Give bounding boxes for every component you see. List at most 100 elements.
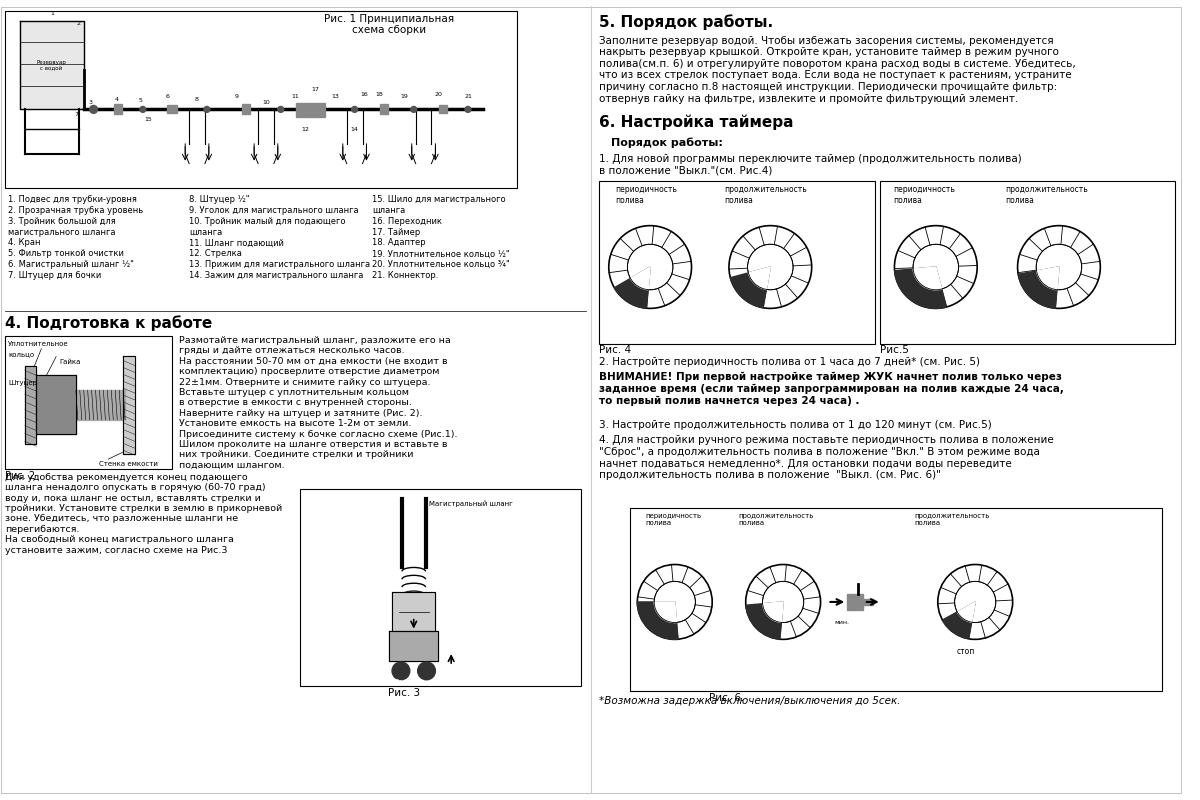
Text: 13. Прижим для магистрального шланга: 13. Прижим для магистрального шланга bbox=[190, 260, 371, 269]
Bar bbox=[242, 105, 251, 114]
Text: кольцо: кольцо bbox=[8, 350, 34, 357]
Circle shape bbox=[1018, 226, 1100, 308]
Circle shape bbox=[608, 226, 691, 308]
Circle shape bbox=[277, 106, 283, 112]
Text: Гайка: Гайка bbox=[59, 358, 80, 365]
Text: 20. Уплотнительное кольцо ¾": 20. Уплотнительное кольцо ¾" bbox=[372, 260, 510, 269]
Text: продолжительность
полива: продолжительность полива bbox=[914, 514, 990, 526]
Wedge shape bbox=[1037, 267, 1058, 290]
Circle shape bbox=[748, 244, 793, 290]
Text: 6. Магистральный шланг ½": 6. Магистральный шланг ½" bbox=[8, 260, 133, 269]
Text: 19: 19 bbox=[400, 94, 408, 99]
Text: 21: 21 bbox=[464, 94, 473, 99]
Wedge shape bbox=[731, 267, 770, 308]
Text: 4. Для настройки ручного режима поставьте периодичность полива в положение
"Сбро: 4. Для настройки ручного режима поставьт… bbox=[599, 435, 1054, 480]
Text: 8. Штуцер ½": 8. Штуцер ½" bbox=[190, 195, 250, 204]
Text: 10. Тройник малый для подающего: 10. Тройник малый для подающего bbox=[190, 217, 346, 226]
Text: 11: 11 bbox=[292, 94, 299, 99]
Text: 3. Настройте продолжительность полива от 1 до 120 минут (см. Рис.5): 3. Настройте продолжительность полива от… bbox=[599, 420, 991, 430]
Text: 15: 15 bbox=[144, 117, 151, 122]
Circle shape bbox=[464, 106, 470, 112]
Ellipse shape bbox=[392, 662, 409, 680]
Text: 21. Коннектор.: 21. Коннектор. bbox=[372, 271, 439, 280]
Text: 2: 2 bbox=[77, 22, 80, 26]
Text: 5. Фильтр тонкой очистки: 5. Фильтр тонкой очистки bbox=[8, 250, 124, 258]
Text: 2. Настройте периодичность полива от 1 часа до 7 дней* (см. Рис. 5): 2. Настройте периодичность полива от 1 ч… bbox=[599, 357, 980, 366]
Bar bbox=[300, 489, 581, 686]
Circle shape bbox=[762, 582, 804, 622]
Text: Рис. 1 Принципиальная
схема сборки: Рис. 1 Принципиальная схема сборки bbox=[324, 14, 454, 35]
Text: 8: 8 bbox=[196, 97, 199, 102]
Bar bbox=[5, 11, 517, 188]
Text: 1. Для новой программы переключите таймер (продолжительность полива)
в положение: 1. Для новой программы переключите тайме… bbox=[599, 154, 1021, 175]
Text: продолжительность
полива: продолжительность полива bbox=[1004, 186, 1087, 205]
Wedge shape bbox=[614, 267, 650, 308]
Text: Для удобства рекомендуется конец подающего
шланга ненадолго опускать в горячую (: Для удобства рекомендуется конец подающе… bbox=[5, 473, 282, 554]
Text: Рис. 2: Рис. 2 bbox=[5, 471, 35, 481]
Text: 18. Адаптер: 18. Адаптер bbox=[372, 238, 426, 247]
Text: 4. Кран: 4. Кран bbox=[8, 238, 41, 247]
Text: Рис. 4: Рис. 4 bbox=[599, 345, 631, 355]
Wedge shape bbox=[763, 602, 784, 622]
Wedge shape bbox=[630, 267, 650, 290]
Circle shape bbox=[140, 106, 145, 112]
Circle shape bbox=[894, 226, 977, 308]
Text: Размотайте магистральный шланг, разложите его на
гряды и дайте отлежаться нескол: Размотайте магистральный шланг, разложит… bbox=[179, 336, 457, 470]
Circle shape bbox=[955, 582, 996, 622]
Text: 3. Тройник большой для: 3. Тройник большой для bbox=[8, 217, 115, 226]
Text: 6: 6 bbox=[166, 94, 169, 99]
Text: Уплотнительное: Уплотнительное bbox=[8, 341, 68, 347]
Bar bbox=[295, 102, 325, 118]
Text: Магистральный шланг: Магистральный шланг bbox=[428, 501, 512, 507]
Text: 11. Шланг подающий: 11. Шланг подающий bbox=[190, 238, 284, 247]
Circle shape bbox=[937, 565, 1013, 639]
Bar bbox=[168, 106, 178, 114]
Text: 4: 4 bbox=[114, 97, 119, 102]
Bar bbox=[5, 336, 173, 469]
Circle shape bbox=[913, 244, 959, 290]
Polygon shape bbox=[124, 356, 134, 454]
Circle shape bbox=[90, 106, 97, 114]
Text: Рис.5: Рис.5 bbox=[880, 345, 908, 355]
Text: 19. Уплотнительное кольцо ½": 19. Уплотнительное кольцо ½" bbox=[372, 250, 510, 258]
Circle shape bbox=[728, 226, 811, 308]
Text: 5: 5 bbox=[139, 98, 143, 103]
Text: магистрального шланга: магистрального шланга bbox=[8, 228, 115, 237]
Wedge shape bbox=[746, 602, 784, 639]
Text: продолжительность
полива: продолжительность полива bbox=[739, 514, 814, 526]
Polygon shape bbox=[76, 390, 125, 420]
Circle shape bbox=[410, 106, 416, 112]
Ellipse shape bbox=[418, 662, 436, 680]
Text: 4. Подготовка к работе: 4. Подготовка к работе bbox=[5, 315, 212, 331]
Text: 12. Стрелка: 12. Стрелка bbox=[190, 250, 242, 258]
Text: 14: 14 bbox=[350, 126, 359, 132]
Bar bbox=[114, 105, 122, 114]
Wedge shape bbox=[637, 602, 678, 639]
Polygon shape bbox=[392, 592, 436, 631]
Text: Заполните резервуар водой. Чтобы избежать засорения системы, рекомендуется
накры: Заполните резервуар водой. Чтобы избежат… bbox=[599, 35, 1075, 103]
Bar bbox=[847, 594, 863, 610]
Text: 1: 1 bbox=[50, 11, 54, 16]
Text: шланга: шланга bbox=[190, 228, 222, 237]
Text: Рис. 3: Рис. 3 bbox=[388, 688, 420, 698]
Polygon shape bbox=[389, 631, 438, 661]
Text: шланга: шланга bbox=[372, 206, 406, 215]
Text: 13: 13 bbox=[331, 94, 338, 99]
Text: ВНИМАНИЕ! При первой настройке таймер ЖУК начнет полив только через
заданное вре: ВНИМАНИЕ! При первой настройке таймер ЖУ… bbox=[599, 373, 1064, 406]
Text: 3: 3 bbox=[89, 100, 92, 105]
Text: 5. Порядок работы.: 5. Порядок работы. bbox=[599, 14, 773, 30]
Polygon shape bbox=[36, 375, 76, 434]
Text: 9: 9 bbox=[234, 94, 239, 99]
Bar bbox=[630, 508, 1163, 690]
Text: Резервуар
с водой: Резервуар с водой bbox=[36, 60, 66, 70]
Circle shape bbox=[1037, 244, 1081, 290]
Text: 16: 16 bbox=[361, 92, 368, 97]
Text: стоп: стоп bbox=[956, 647, 974, 656]
Text: 17: 17 bbox=[311, 87, 319, 92]
Text: 6. Настройка таймера: 6. Настройка таймера bbox=[599, 114, 793, 130]
Text: Порядок работы:: Порядок работы: bbox=[611, 138, 722, 149]
Text: 17. Таймер: 17. Таймер bbox=[372, 228, 421, 237]
Text: 15. Шило для магистрального: 15. Шило для магистрального bbox=[372, 195, 506, 204]
Text: Штуцер: Штуцер bbox=[8, 380, 37, 386]
Wedge shape bbox=[895, 267, 947, 308]
